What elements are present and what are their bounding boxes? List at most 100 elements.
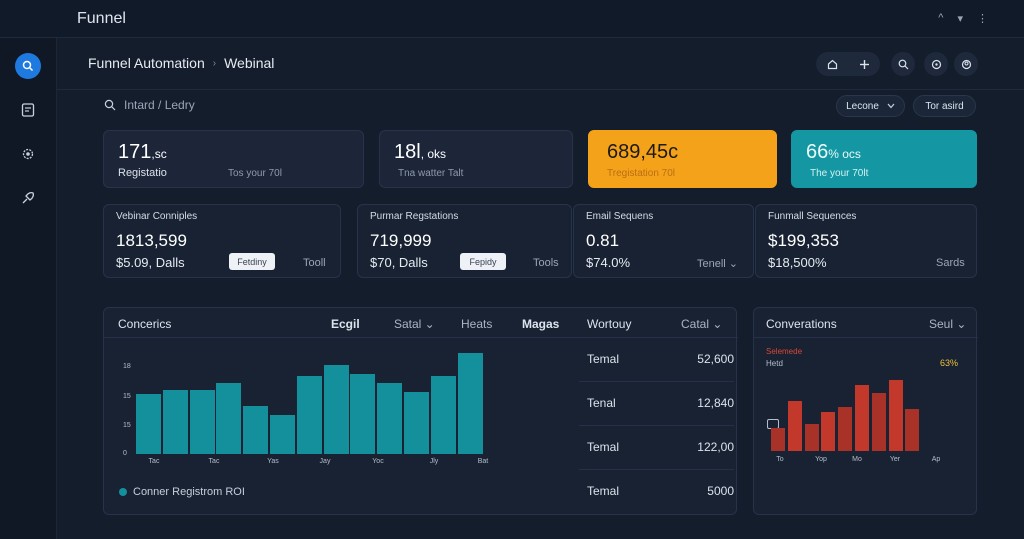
stat-card-registrations[interactable]: 171,sc Registatio Tos your 70l [103, 130, 364, 188]
filter-search[interactable]: Intard / Ledry [104, 98, 195, 112]
search-icon [104, 99, 116, 111]
chart-bar[interactable] [162, 389, 188, 454]
metric-card-funnel[interactable]: Funmall Sequences $199,353 $18,500% Sard… [755, 204, 977, 278]
locale-dropdown[interactable]: Lecone [836, 95, 905, 117]
sidebar-settings-button[interactable] [15, 141, 41, 167]
table-row-value: 12,840 [697, 396, 734, 410]
profile-icon [961, 59, 971, 69]
chart-bar[interactable] [216, 382, 242, 454]
chart-bar[interactable] [457, 353, 483, 454]
table-row[interactable]: Temal 122,00 [579, 426, 734, 470]
breadcrumb-separator: › [212, 57, 217, 69]
chat-icon [931, 59, 941, 69]
metric-value: 1813,599 [116, 231, 187, 250]
chart-bar[interactable] [323, 364, 349, 454]
chart-bar[interactable] [377, 382, 403, 454]
action-button[interactable]: Tor asird [913, 95, 976, 117]
conversion-bar[interactable] [888, 379, 903, 451]
tab-satal[interactable]: Satal ⌄ [394, 317, 435, 331]
breadcrumb-current: Webinal [224, 55, 275, 71]
table-row[interactable]: Tenal 12,840 [579, 382, 734, 426]
sidebar-document-button[interactable] [15, 97, 41, 123]
tab-heats[interactable]: Heats [461, 317, 493, 331]
metric-card-registrations[interactable]: Purmar Regstations 719,999 $70, Dalls Fe… [357, 204, 572, 278]
metric-right-label: Tools [533, 257, 559, 269]
conversion-bar[interactable] [804, 423, 819, 451]
chevron-up-icon[interactable]: ^ [938, 12, 944, 24]
metric-value: $199,353 [768, 231, 839, 250]
search-icon [898, 59, 908, 69]
tab-catal[interactable]: Catal ⌄ [681, 317, 723, 331]
conversion-bar[interactable] [821, 412, 836, 451]
sidebar-search-button[interactable] [15, 53, 41, 79]
conversion-percent: 63% [940, 358, 959, 368]
home-icon[interactable] [827, 59, 838, 70]
title-bar: Funnel ^ ▾ ⋮ [0, 0, 1024, 38]
conversion-bar[interactable] [905, 408, 920, 451]
header-chat-button[interactable] [924, 52, 948, 76]
conversions-panel-header: Converations Seul ⌄ [754, 308, 978, 338]
stat-card-2[interactable]: 18l, oks Tna watter Talt [379, 130, 573, 188]
tab-magas[interactable]: Magas [522, 317, 560, 331]
conversion-bar[interactable] [855, 385, 869, 451]
y-tick-label: 15 [123, 393, 131, 400]
y-tick-label: 15 [123, 422, 131, 429]
metric-card-email[interactable]: Email Sequens 0.81 $74.0% Tenell ⌄ [573, 204, 754, 278]
chart-bar[interactable] [243, 405, 269, 454]
tab-ecgil[interactable]: Ecgil [331, 317, 360, 331]
metric-title: Purmar Regstations [370, 211, 459, 222]
settings-icon [22, 148, 34, 160]
chevron-down-icon[interactable]: ▾ [957, 13, 963, 25]
conversion-bar[interactable] [871, 393, 886, 451]
metric-tag[interactable]: Fetdiny [229, 253, 275, 270]
menu-icon[interactable]: ⋮ [977, 13, 988, 25]
rocket-icon [22, 191, 35, 204]
chart-bar[interactable] [430, 376, 456, 454]
stat-sub: The your 70lt [810, 168, 869, 179]
x-tick-label: Yop [815, 456, 827, 463]
table-row-value: 122,00 [697, 440, 734, 454]
chart-bar[interactable] [350, 373, 376, 454]
metric-card-webinar[interactable]: Vebinar Conniples 1813,599 $5.09, Dalls … [103, 204, 341, 278]
metric-sub-value: $18,500% [768, 255, 827, 270]
header-search-button[interactable] [891, 52, 915, 76]
chart-bar[interactable] [270, 415, 295, 454]
stat-card-3[interactable]: 689,45c Tregistation 70l [588, 130, 777, 188]
chart-bar[interactable] [189, 389, 215, 454]
conversion-bar[interactable] [838, 406, 853, 451]
metric-right-label: Tooll [303, 257, 326, 269]
conversion-bar[interactable] [787, 400, 802, 451]
x-tick-label: Ap [931, 456, 941, 463]
chart-bar[interactable] [296, 376, 322, 454]
table-row[interactable]: Temal 52,600 [579, 338, 734, 382]
conversion-bar[interactable] [771, 427, 785, 451]
y-tick-label: 18 [123, 363, 131, 370]
header-action-group [816, 52, 880, 76]
breadcrumb-parent[interactable]: Funnel Automation [88, 55, 205, 71]
x-tick-label: Bat [477, 458, 489, 465]
plus-icon[interactable] [859, 59, 870, 70]
sidebar-rocket-button[interactable] [15, 185, 41, 211]
metric-title: Funmall Sequences [768, 211, 857, 222]
chart-bar[interactable] [404, 392, 429, 454]
main-content: Funnel Automation › Webinal Intard / Led… [57, 38, 1024, 539]
x-tick-label: Mo [852, 456, 862, 463]
chart-bar[interactable] [136, 394, 161, 454]
metric-title: Email Sequens [586, 211, 654, 222]
conversions-dropdown[interactable]: Seul ⌄ [929, 317, 967, 331]
page-header: Funnel Automation › Webinal [57, 38, 1024, 90]
x-tick-label: Yer [889, 456, 901, 463]
x-tick-label: To [776, 456, 784, 463]
table-row-label: Tenal [587, 396, 616, 410]
header-profile-button[interactable] [954, 52, 978, 76]
metric-right-dropdown[interactable]: Tenell ⌄ [697, 258, 739, 270]
tab-wortouy[interactable]: Wortouy [587, 317, 632, 331]
metric-tag[interactable]: Fepidy [460, 253, 506, 270]
conversion-annotation: Selemede [766, 347, 803, 356]
main-panel-header: Concerics Ecgil Satal ⌄ Heats Magas Wort… [104, 308, 738, 338]
table-row[interactable]: Temal 5000 [579, 470, 734, 514]
breadcrumb: Funnel Automation › Webinal [88, 55, 274, 71]
metric-sub-value: $5.09, Dalls [116, 255, 185, 270]
x-tick-label: Yoc [372, 458, 384, 465]
stat-card-4[interactable]: 66% ocs The your 70lt [791, 130, 977, 188]
